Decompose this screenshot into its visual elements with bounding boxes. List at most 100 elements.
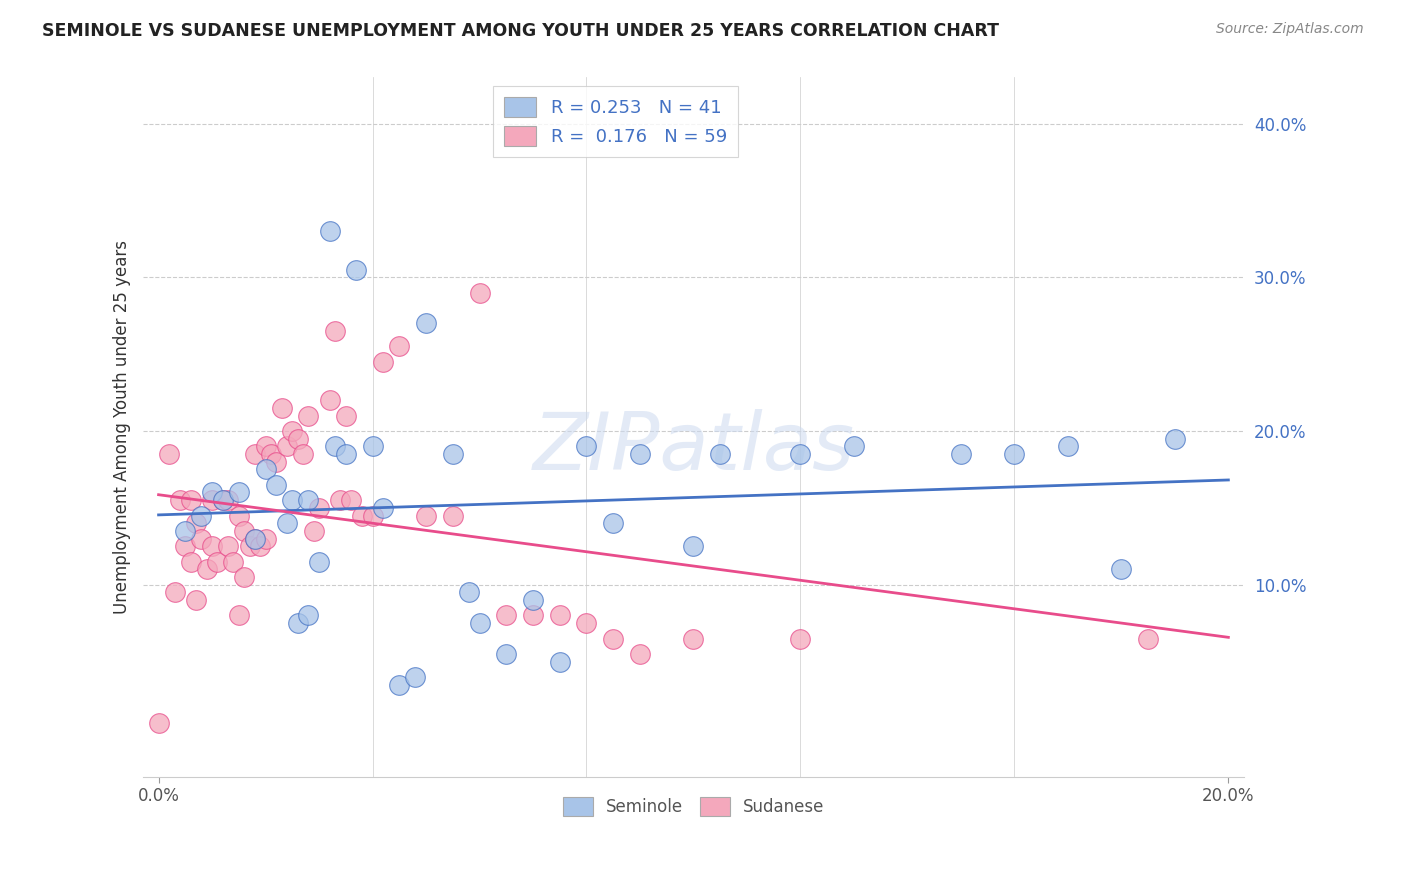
Point bbox=[217, 493, 239, 508]
Point bbox=[373, 355, 395, 369]
Point bbox=[254, 532, 277, 546]
Point bbox=[254, 462, 277, 476]
Point bbox=[211, 493, 233, 508]
Point bbox=[335, 447, 357, 461]
Point bbox=[1002, 447, 1025, 461]
Point bbox=[281, 493, 304, 508]
Point bbox=[789, 632, 811, 646]
Point bbox=[949, 447, 972, 461]
Point bbox=[602, 632, 624, 646]
Point bbox=[441, 447, 464, 461]
Point bbox=[184, 516, 207, 531]
Point bbox=[319, 393, 342, 408]
Point bbox=[388, 339, 411, 353]
Point bbox=[174, 524, 197, 538]
Point bbox=[323, 324, 346, 338]
Point bbox=[628, 447, 651, 461]
Point bbox=[228, 485, 250, 500]
Point bbox=[415, 317, 437, 331]
Point bbox=[180, 555, 202, 569]
Point bbox=[270, 401, 292, 415]
Point bbox=[682, 539, 704, 553]
Point bbox=[211, 493, 233, 508]
Point bbox=[335, 409, 357, 423]
Point bbox=[254, 439, 277, 453]
Point bbox=[1164, 432, 1187, 446]
Point bbox=[276, 516, 298, 531]
Point bbox=[308, 555, 330, 569]
Point bbox=[148, 716, 170, 731]
Point bbox=[441, 508, 464, 523]
Legend: Seminole, Sudanese: Seminole, Sudanese bbox=[554, 789, 832, 824]
Point bbox=[201, 485, 224, 500]
Point bbox=[180, 493, 202, 508]
Point bbox=[243, 447, 266, 461]
Point bbox=[361, 508, 384, 523]
Point bbox=[217, 539, 239, 553]
Point bbox=[1111, 562, 1133, 576]
Point bbox=[602, 516, 624, 531]
Point bbox=[174, 539, 197, 553]
Point bbox=[468, 616, 491, 631]
Point bbox=[340, 493, 363, 508]
Point bbox=[548, 655, 571, 669]
Point bbox=[628, 647, 651, 661]
Point bbox=[157, 447, 180, 461]
Point bbox=[260, 447, 283, 461]
Point bbox=[233, 570, 256, 584]
Point bbox=[222, 555, 245, 569]
Point bbox=[329, 493, 352, 508]
Point bbox=[789, 447, 811, 461]
Point bbox=[495, 647, 517, 661]
Point bbox=[243, 532, 266, 546]
Point bbox=[297, 493, 319, 508]
Point bbox=[292, 447, 315, 461]
Point bbox=[346, 262, 368, 277]
Point bbox=[249, 539, 271, 553]
Text: SEMINOLE VS SUDANESE UNEMPLOYMENT AMONG YOUTH UNDER 25 YEARS CORRELATION CHART: SEMINOLE VS SUDANESE UNEMPLOYMENT AMONG … bbox=[42, 22, 1000, 40]
Point bbox=[1137, 632, 1160, 646]
Point bbox=[522, 608, 544, 623]
Point bbox=[575, 616, 598, 631]
Point bbox=[243, 532, 266, 546]
Point bbox=[522, 593, 544, 607]
Point bbox=[457, 585, 479, 599]
Point bbox=[323, 439, 346, 453]
Point bbox=[361, 439, 384, 453]
Point bbox=[302, 524, 325, 538]
Point bbox=[287, 432, 309, 446]
Point bbox=[388, 678, 411, 692]
Point bbox=[201, 493, 224, 508]
Point bbox=[287, 616, 309, 631]
Point bbox=[195, 562, 218, 576]
Point bbox=[207, 555, 229, 569]
Point bbox=[281, 424, 304, 438]
Point bbox=[495, 608, 517, 623]
Point bbox=[682, 632, 704, 646]
Text: ZIPatlas: ZIPatlas bbox=[533, 409, 855, 487]
Text: Source: ZipAtlas.com: Source: ZipAtlas.com bbox=[1216, 22, 1364, 37]
Point bbox=[163, 585, 186, 599]
Point bbox=[842, 439, 865, 453]
Point bbox=[575, 439, 598, 453]
Point bbox=[276, 439, 298, 453]
Y-axis label: Unemployment Among Youth under 25 years: Unemployment Among Youth under 25 years bbox=[114, 240, 131, 615]
Point bbox=[238, 539, 260, 553]
Point bbox=[308, 500, 330, 515]
Point bbox=[404, 670, 426, 684]
Point bbox=[373, 500, 395, 515]
Point bbox=[190, 508, 212, 523]
Point bbox=[319, 224, 342, 238]
Point bbox=[169, 493, 191, 508]
Point bbox=[233, 524, 256, 538]
Point bbox=[548, 608, 571, 623]
Point bbox=[190, 532, 212, 546]
Point bbox=[415, 508, 437, 523]
Point bbox=[228, 608, 250, 623]
Point bbox=[264, 477, 287, 491]
Point bbox=[709, 447, 731, 461]
Point bbox=[468, 285, 491, 300]
Point bbox=[184, 593, 207, 607]
Point bbox=[201, 539, 224, 553]
Point bbox=[297, 409, 319, 423]
